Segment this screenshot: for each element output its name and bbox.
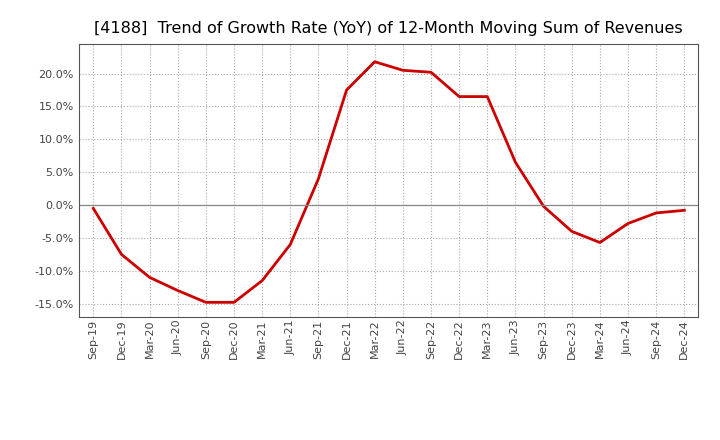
Title: [4188]  Trend of Growth Rate (YoY) of 12-Month Moving Sum of Revenues: [4188] Trend of Growth Rate (YoY) of 12-…	[94, 21, 683, 36]
